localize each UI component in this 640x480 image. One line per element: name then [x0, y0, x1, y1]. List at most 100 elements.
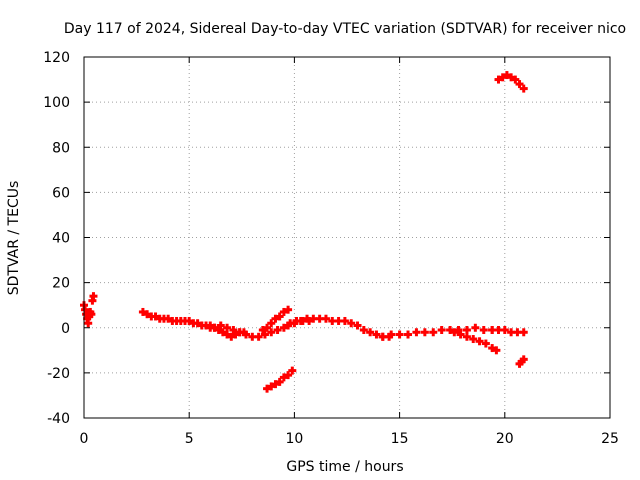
- data-point: [218, 328, 227, 337]
- data-point: [511, 75, 520, 84]
- x-tick-label: 15: [391, 431, 409, 447]
- data-point: [296, 316, 305, 325]
- data-point: [275, 312, 284, 321]
- data-point: [290, 319, 299, 328]
- data-point: [216, 321, 225, 330]
- y-tick-label: 80: [52, 140, 70, 156]
- data-point: [138, 307, 147, 316]
- data-point: [450, 328, 459, 337]
- chart-title: Day 117 of 2024, Sidereal Day-to-day VTE…: [64, 21, 626, 37]
- y-tick-label: 0: [61, 321, 70, 337]
- data-point: [279, 373, 288, 382]
- data-point: [267, 328, 276, 337]
- data-point: [271, 380, 280, 389]
- data-point: [223, 323, 232, 332]
- data-point: [395, 330, 404, 339]
- data-point: [387, 330, 396, 339]
- data-point: [284, 371, 293, 380]
- x-tick-label: 25: [601, 431, 619, 447]
- data-point: [479, 326, 488, 335]
- data-point: [519, 355, 528, 364]
- data-point: [267, 319, 276, 328]
- data-point: [284, 321, 293, 330]
- data-point: [500, 326, 509, 335]
- data-point: [260, 330, 269, 339]
- data-point: [231, 330, 240, 339]
- data-point: [254, 332, 263, 341]
- data-point: [321, 314, 330, 323]
- data-point: [151, 312, 160, 321]
- y-tick-label: 20: [52, 276, 70, 292]
- data-point: [235, 328, 244, 337]
- data-point: [279, 323, 288, 332]
- data-points: [80, 71, 528, 393]
- data-point: [519, 328, 528, 337]
- x-tick-label: 0: [80, 431, 89, 447]
- y-tick-label: -40: [47, 411, 70, 427]
- data-point: [429, 328, 438, 337]
- data-point: [164, 314, 173, 323]
- data-point: [481, 339, 490, 348]
- data-point: [498, 73, 507, 82]
- data-point: [271, 314, 280, 323]
- data-point: [223, 330, 232, 339]
- data-point: [462, 326, 471, 335]
- data-point: [420, 328, 429, 337]
- data-point: [267, 382, 276, 391]
- data-point: [488, 344, 497, 353]
- data-point: [89, 292, 98, 301]
- data-point: [340, 316, 349, 325]
- data-point: [258, 326, 267, 335]
- data-point: [372, 330, 381, 339]
- data-point: [185, 316, 194, 325]
- y-tick-label: -20: [47, 366, 70, 382]
- data-point: [446, 326, 455, 335]
- data-point: [275, 377, 284, 386]
- data-point: [263, 323, 272, 332]
- data-point: [279, 307, 288, 316]
- data-point: [404, 330, 413, 339]
- data-point: [353, 321, 362, 330]
- data-point: [263, 384, 272, 393]
- data-point: [284, 305, 293, 314]
- data-point: [210, 323, 219, 332]
- axis-ticks: 0 5 10 15 20 25 -40 -20 0 20 40 60 80 100 120: [43, 50, 619, 447]
- x-axis-label: GPS time / hours: [286, 459, 403, 475]
- data-point: [507, 73, 516, 82]
- data-point: [469, 335, 478, 344]
- data-point: [492, 346, 501, 355]
- data-point: [519, 84, 528, 93]
- data-point: [515, 80, 524, 89]
- y-tick-label: 60: [52, 185, 70, 201]
- data-point: [456, 330, 465, 339]
- data-point: [359, 326, 368, 335]
- data-point: [227, 332, 236, 341]
- data-point: [214, 326, 223, 335]
- data-point: [229, 326, 238, 335]
- y-tick-label: 40: [52, 231, 70, 247]
- x-tick-label: 10: [285, 431, 303, 447]
- data-point: [87, 310, 96, 319]
- data-point: [378, 332, 387, 341]
- y-tick-label: 120: [43, 50, 70, 66]
- data-point: [288, 366, 297, 375]
- y-tick-label: 100: [43, 95, 70, 111]
- grid: [84, 57, 610, 418]
- data-point: [454, 326, 463, 335]
- data-point: [84, 319, 93, 328]
- data-point: [462, 332, 471, 341]
- data-point: [242, 330, 251, 339]
- x-tick-label: 5: [185, 431, 194, 447]
- x-tick-label: 20: [496, 431, 514, 447]
- data-point: [347, 319, 356, 328]
- data-point: [412, 328, 421, 337]
- data-point: [437, 326, 446, 335]
- data-point: [494, 75, 503, 84]
- y-axis-label: SDTVAR / TECUs: [6, 181, 22, 296]
- data-point: [502, 71, 511, 80]
- data-point: [143, 310, 152, 319]
- data-point: [471, 323, 480, 332]
- data-point: [193, 319, 202, 328]
